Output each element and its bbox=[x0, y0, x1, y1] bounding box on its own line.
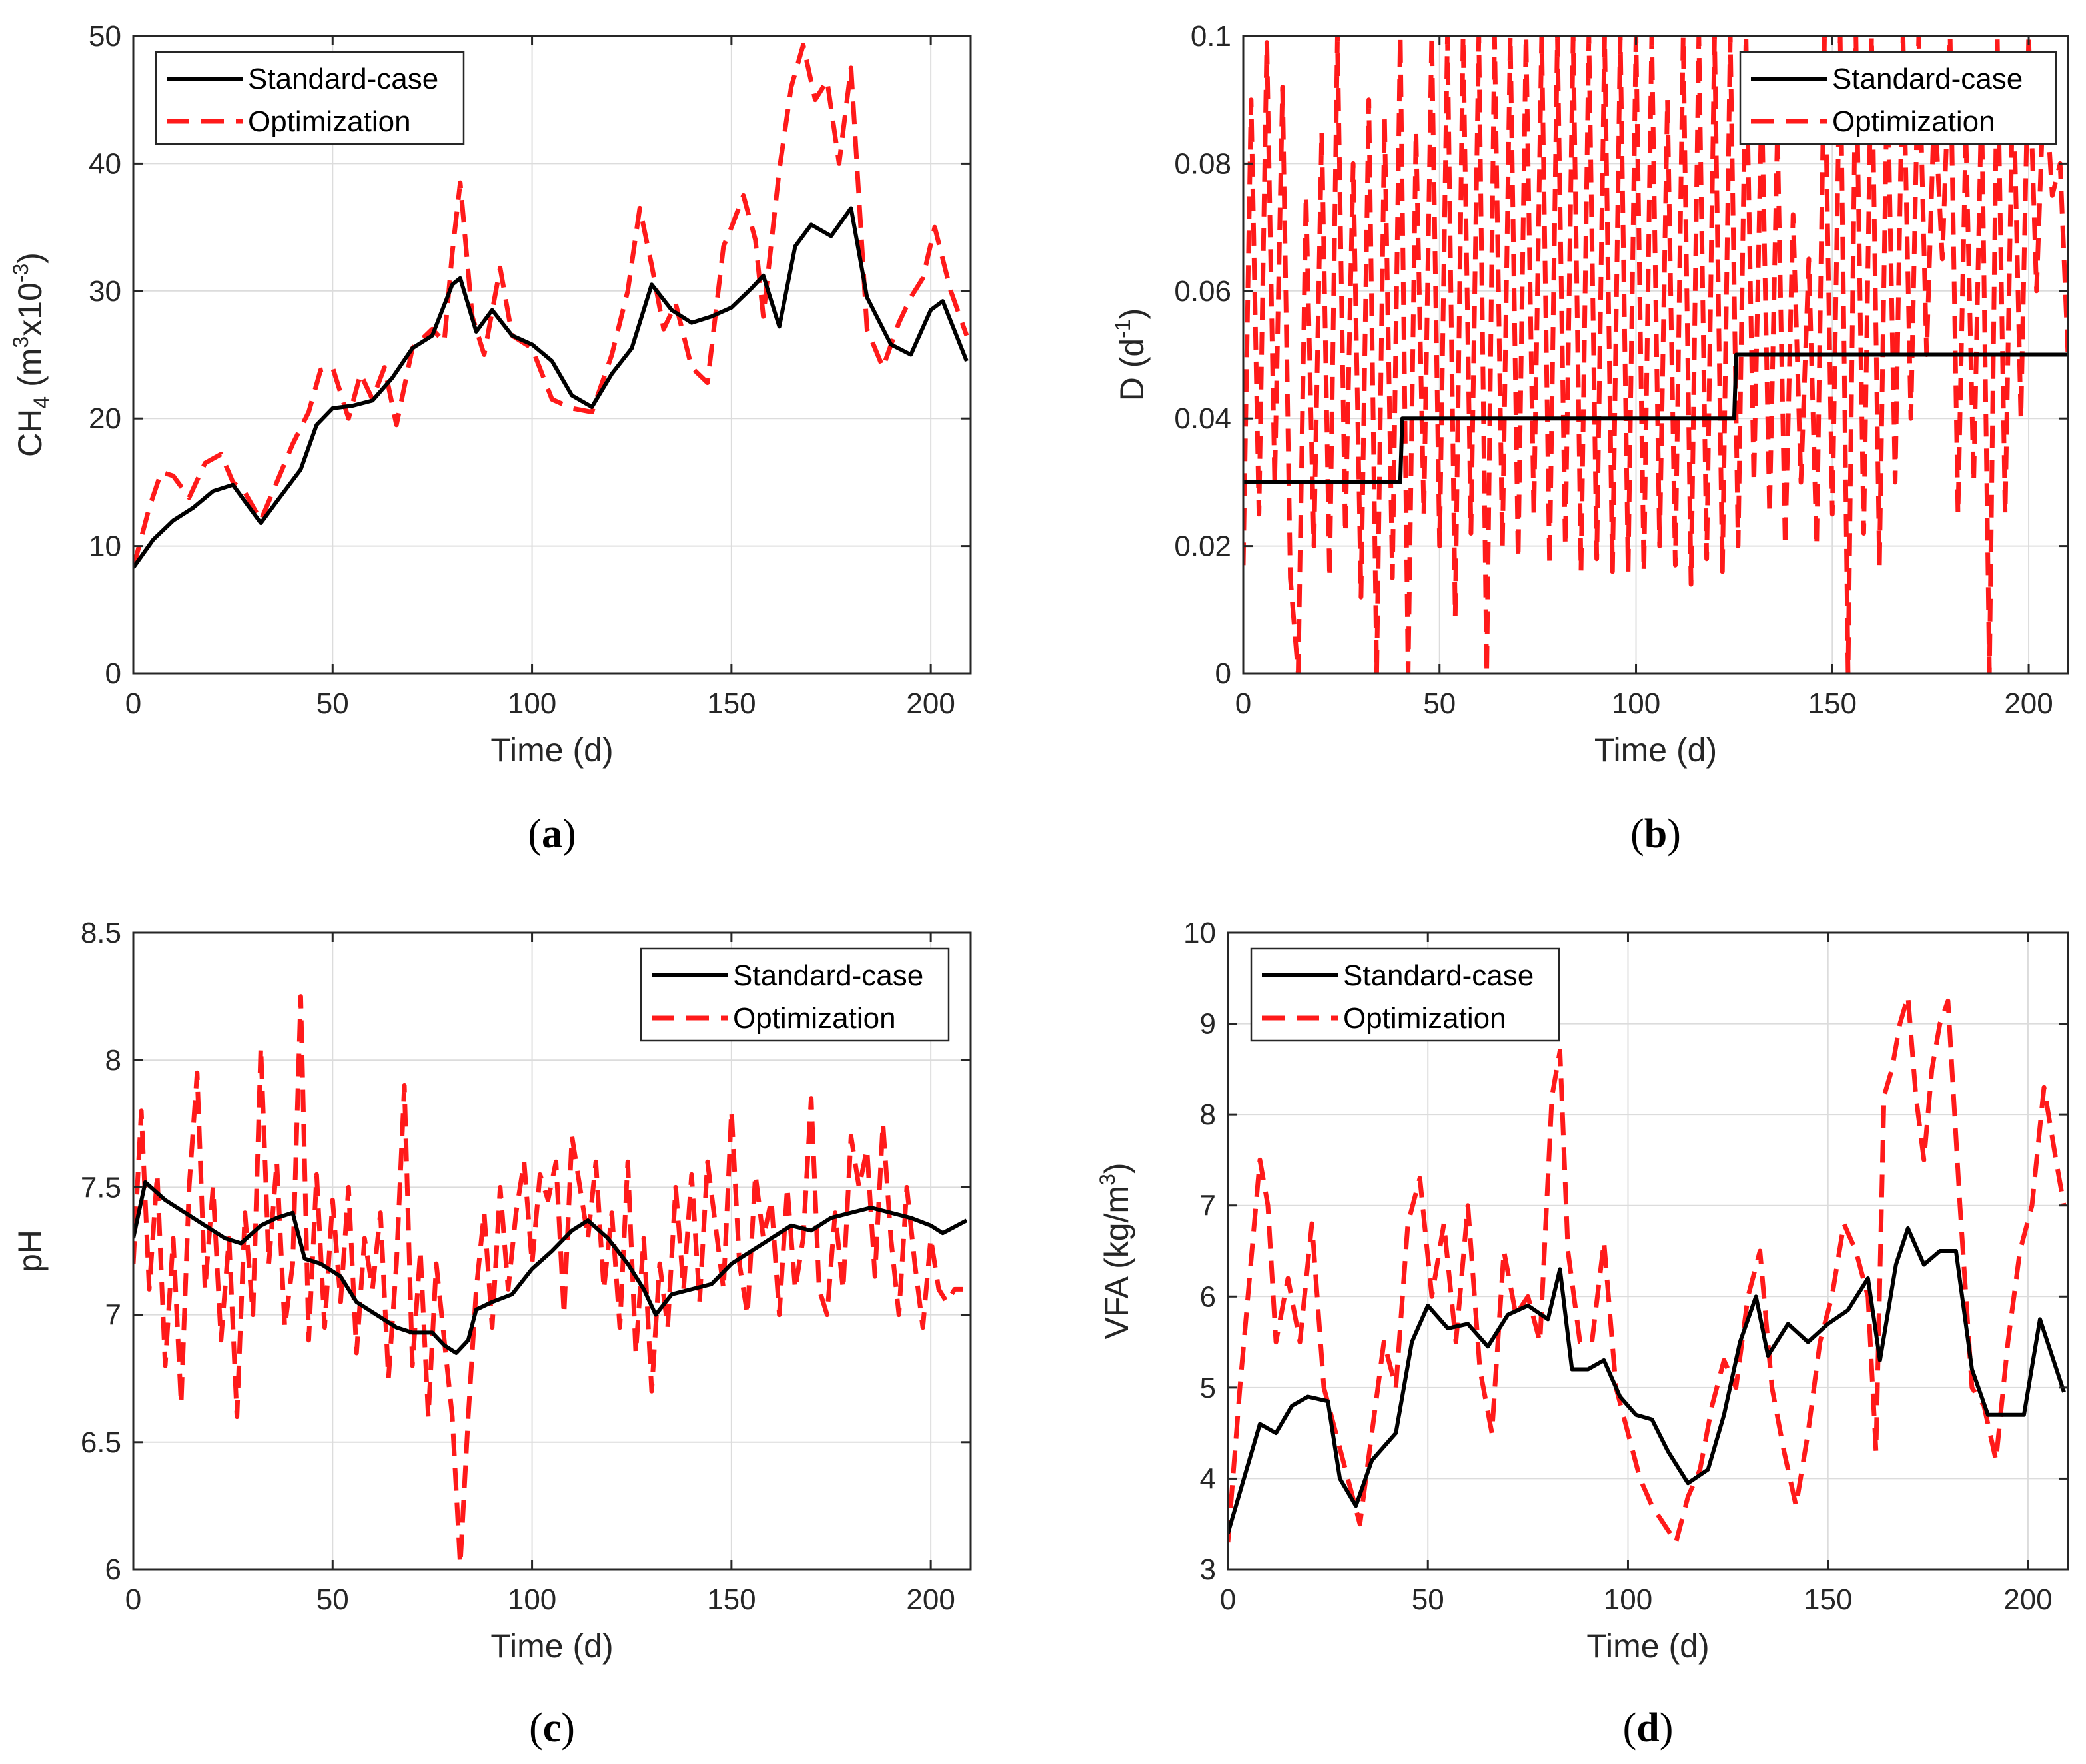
y-tick-label: 10 bbox=[1183, 917, 1216, 949]
y-tick-label: 10 bbox=[89, 530, 121, 563]
panel-caption: (d) bbox=[1623, 1705, 1674, 1751]
series-line-optimization bbox=[133, 42, 969, 568]
panel-caption: (c) bbox=[529, 1705, 575, 1751]
legend-box bbox=[1250, 947, 1560, 1042]
x-tick-label: 100 bbox=[1604, 1583, 1652, 1616]
x-tick-label: 150 bbox=[1808, 687, 1857, 720]
legend-box bbox=[1739, 51, 2057, 145]
y-tick-label: 0.04 bbox=[1174, 402, 1231, 435]
panel-b: 0 50 100 150 200 0 0.02 0.04 0.06 0.08 0.1 Time (d)… bbox=[1111, 20, 2069, 857]
x-tick-label: 50 bbox=[316, 1583, 349, 1616]
legend: Standard-case Optimization bbox=[1250, 947, 1560, 1042]
y-tick-label: 0 bbox=[1215, 658, 1231, 690]
series-line-standard-case bbox=[133, 206, 969, 569]
legend-label: Optimization bbox=[248, 105, 411, 138]
y-tick-label: 0.02 bbox=[1174, 530, 1231, 563]
y-tick-label: 0 bbox=[105, 658, 121, 690]
series-group bbox=[1228, 994, 2067, 1545]
y-tick-label: 6.5 bbox=[81, 1426, 121, 1459]
y-tick-label: 7.5 bbox=[81, 1171, 121, 1204]
series-line-optimization bbox=[1228, 994, 2067, 1545]
x-tick-label: 0 bbox=[1235, 687, 1251, 720]
x-tick-label: 200 bbox=[906, 1583, 955, 1616]
y-tick-label: 5 bbox=[1200, 1372, 1216, 1404]
legend: Standard-case Optimization bbox=[155, 51, 465, 145]
series-line-optimization bbox=[1243, 36, 2068, 673]
x-tick-label: 150 bbox=[1804, 1583, 1852, 1616]
axes-box bbox=[1227, 931, 2069, 1571]
x-axis-label: Time (d) bbox=[1586, 1627, 1709, 1665]
y-tick-label: 4 bbox=[1200, 1462, 1216, 1495]
y-tick-label: 40 bbox=[89, 147, 121, 180]
legend-label: Optimization bbox=[1343, 1002, 1506, 1035]
legend-box bbox=[155, 51, 465, 145]
panel-a: 0 50 100 150 200 0 10 20 30 40 50 Time (d) CH4 (m3x1… bbox=[9, 20, 972, 857]
x-tick-label: 0 bbox=[125, 1583, 141, 1616]
legend-label: Standard-case bbox=[1343, 959, 1534, 992]
y-axis-label: VFA (kg/m3) bbox=[1095, 1162, 1135, 1339]
y-tick-label: 0.06 bbox=[1174, 275, 1231, 308]
y-axis-label: D (d-1) bbox=[1111, 308, 1151, 402]
x-tick-label: 200 bbox=[2004, 687, 2053, 720]
legend-label: Standard-case bbox=[1832, 63, 2023, 95]
y-tick-label: 9 bbox=[1200, 1008, 1216, 1041]
y-tick-label: 6 bbox=[105, 1553, 121, 1586]
legend-label: Optimization bbox=[1832, 105, 1995, 138]
y-tick-label: 30 bbox=[89, 275, 121, 308]
x-tick-label: 0 bbox=[125, 687, 141, 720]
series-line-optimization bbox=[133, 994, 963, 1567]
x-tick-label: 100 bbox=[1612, 687, 1660, 720]
panel-c: 0 50 100 150 200 6 6.5 7 7.5 8 8.5 Time (d) pH Standa… bbox=[11, 917, 972, 1751]
x-tick-label: 100 bbox=[508, 687, 556, 720]
y-axis-label: pH bbox=[11, 1230, 49, 1272]
x-tick-label: 150 bbox=[707, 687, 756, 720]
x-tick-label: 200 bbox=[906, 687, 955, 720]
legend-label: Standard-case bbox=[248, 63, 438, 95]
y-tick-label: 0.08 bbox=[1174, 147, 1231, 180]
x-axis-label: Time (d) bbox=[490, 1627, 613, 1665]
panel-caption: (a) bbox=[528, 811, 576, 857]
x-tick-label: 50 bbox=[1412, 1583, 1444, 1616]
series-line-standard-case bbox=[1228, 1226, 2066, 1534]
y-tick-label: 50 bbox=[89, 20, 121, 53]
y-tick-label: 3 bbox=[1200, 1553, 1216, 1586]
x-tick-label: 0 bbox=[1220, 1583, 1236, 1616]
x-axis-label: Time (d) bbox=[1594, 731, 1717, 769]
series-group bbox=[133, 994, 968, 1567]
y-axis-label: CH4 (m3x10-3) bbox=[9, 252, 55, 457]
series-group bbox=[133, 42, 969, 569]
x-tick-label: 50 bbox=[1423, 687, 1456, 720]
legend: Standard-case Optimization bbox=[1739, 51, 2057, 145]
axes-box bbox=[132, 931, 972, 1571]
y-tick-label: 8 bbox=[1200, 1099, 1216, 1131]
legend: Standard-case Optimization bbox=[640, 947, 950, 1042]
panel-d: 0 50 100 150 200 3 4 5 6 7 8 9 10 Time (d) VFA (kg/m3)… bbox=[1095, 917, 2069, 1751]
panel-caption: (b) bbox=[1630, 811, 1681, 857]
legend-label: Standard-case bbox=[733, 959, 923, 992]
y-tick-label: 7 bbox=[1200, 1190, 1216, 1222]
series-group bbox=[1243, 36, 2068, 673]
x-tick-label: 50 bbox=[316, 687, 349, 720]
y-tick-label: 20 bbox=[89, 402, 121, 435]
series-line-standard-case bbox=[1243, 352, 2068, 484]
x-tick-label: 100 bbox=[508, 1583, 556, 1616]
y-tick-label: 6 bbox=[1200, 1280, 1216, 1313]
y-tick-label: 0.1 bbox=[1191, 20, 1231, 53]
series-line-standard-case bbox=[133, 1180, 968, 1355]
axes-box bbox=[132, 35, 972, 675]
x-tick-label: 150 bbox=[707, 1583, 756, 1616]
x-tick-label: 200 bbox=[2003, 1583, 2052, 1616]
legend-box bbox=[640, 947, 950, 1042]
y-tick-label: 8 bbox=[105, 1044, 121, 1077]
axes-box bbox=[1242, 35, 2069, 675]
x-axis-label: Time (d) bbox=[490, 731, 613, 769]
y-tick-label: 7 bbox=[105, 1299, 121, 1332]
legend-label: Optimization bbox=[733, 1002, 896, 1035]
y-tick-label: 8.5 bbox=[81, 917, 121, 949]
